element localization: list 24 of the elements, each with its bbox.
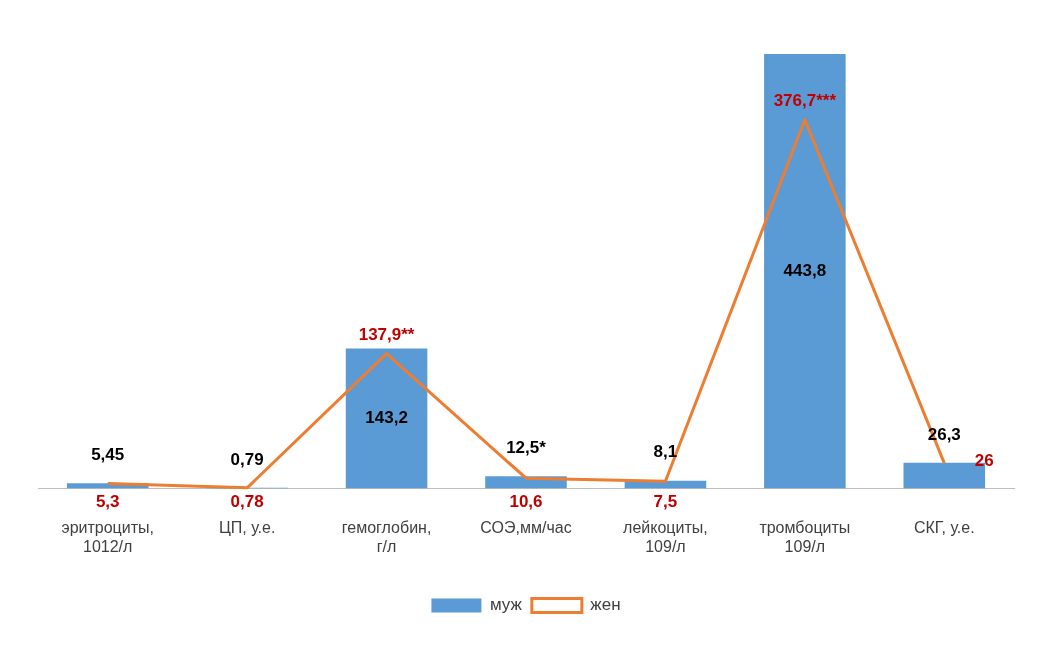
data-label: 10,6 bbox=[509, 492, 543, 512]
x-tick-label: эритроциты, 1012/л bbox=[61, 518, 154, 555]
legend-label: жен bbox=[590, 595, 621, 615]
data-label: 12,5* bbox=[506, 438, 547, 458]
data-label: 26 bbox=[974, 450, 994, 470]
x-tick-label: ЦП, у.е. bbox=[218, 518, 276, 536]
data-label: 0,79 bbox=[230, 449, 264, 469]
bar bbox=[764, 54, 846, 489]
x-tick-label: гемоглобин, г/л bbox=[341, 518, 432, 555]
legend-label: муж bbox=[489, 595, 523, 615]
data-label: 137,9** bbox=[358, 325, 415, 345]
x-tick-label: лейкоциты, 109/л bbox=[623, 518, 708, 555]
data-label: 143,2 bbox=[365, 408, 408, 428]
data-label: 376,7*** bbox=[773, 91, 837, 111]
bar bbox=[345, 348, 428, 489]
data-label: 8,1 bbox=[653, 442, 678, 462]
x-tick-label: СОЭ,мм/час bbox=[480, 518, 572, 536]
data-label: 443,8 bbox=[783, 261, 827, 281]
data-label: 0,78 bbox=[230, 492, 264, 512]
x-tick-label: тромбоциты 109/л bbox=[759, 518, 851, 555]
data-label: 7,5 bbox=[653, 492, 678, 512]
data-label: 5,3 bbox=[95, 492, 120, 512]
data-label: 5,45 bbox=[91, 444, 125, 464]
x-tick-label: СКГ, у.е. bbox=[913, 518, 975, 536]
